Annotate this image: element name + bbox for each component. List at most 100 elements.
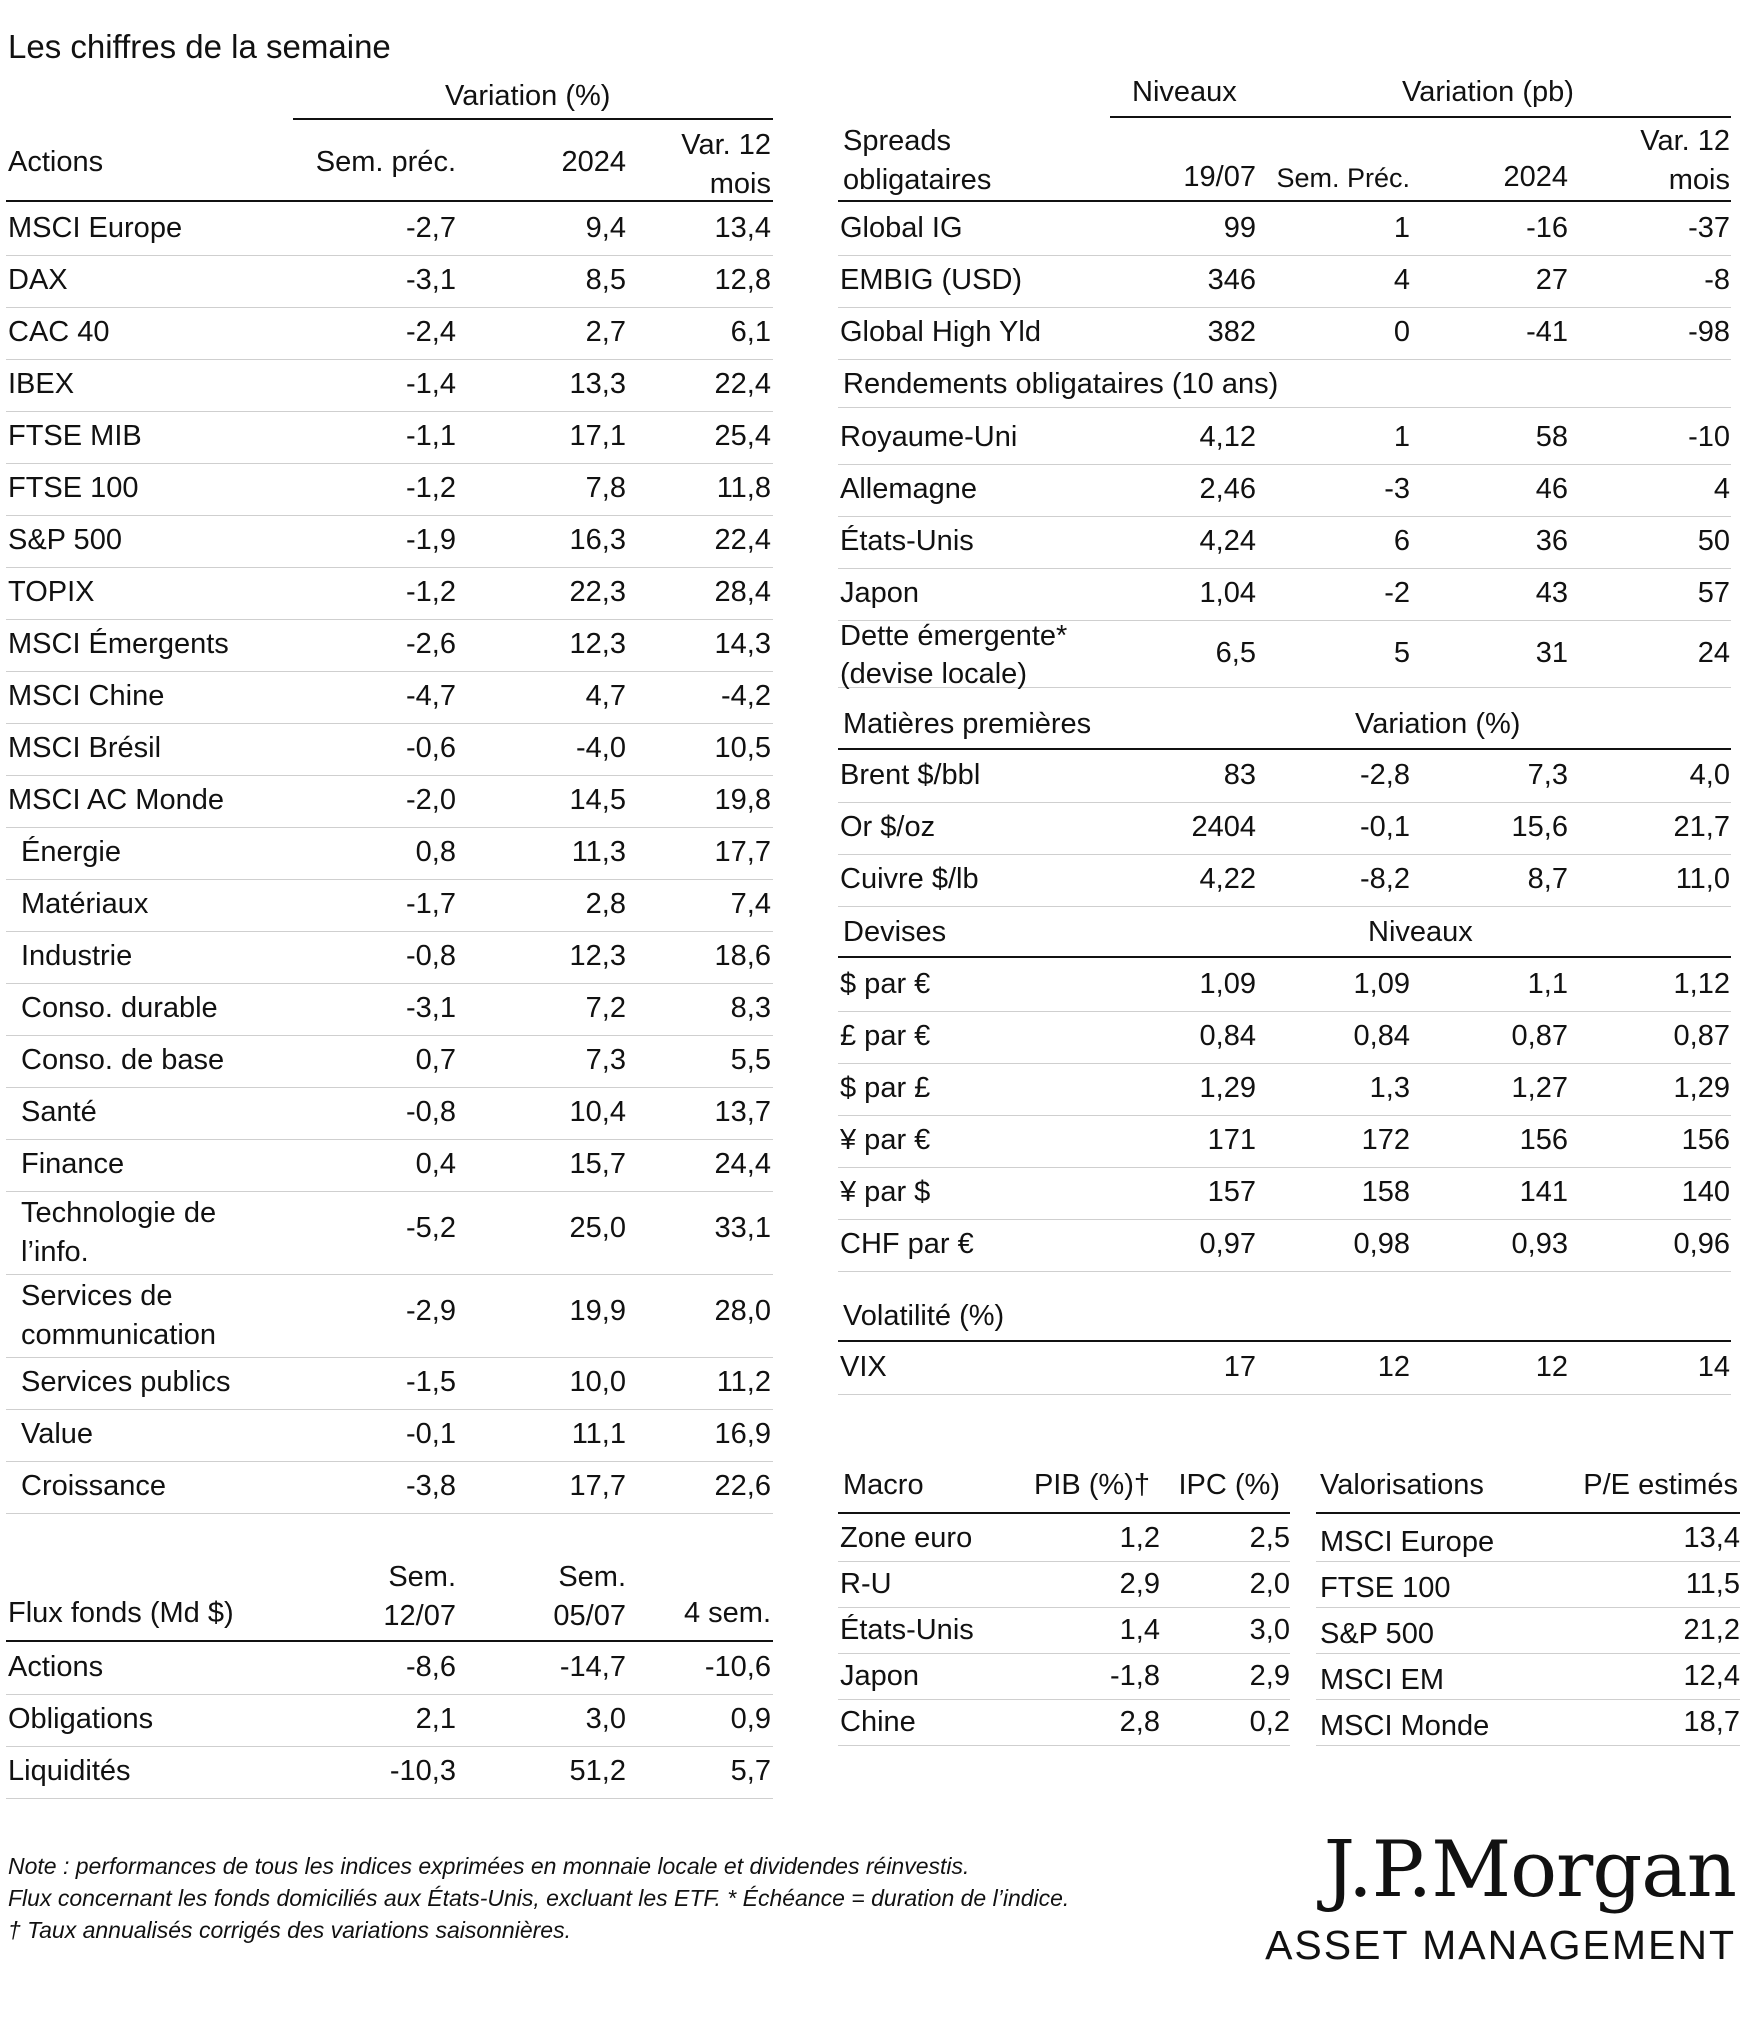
actions-row-label: Services publics: [21, 1366, 231, 1398]
macro-header-rule: [838, 1512, 1290, 1514]
actions-row-value: 25,4: [714, 420, 771, 452]
rendements-row-value: 1: [1393, 421, 1410, 453]
note-line-1: Note : performances de tous les indices …: [8, 1853, 970, 1879]
macro-row-ipc: 2,5: [1249, 1522, 1290, 1554]
actions-row-value: -4,7: [406, 680, 456, 712]
valo-row: MSCI Europe 13,4: [1316, 1516, 1740, 1562]
actions-row-value: 14,5: [569, 784, 626, 816]
devises-row: $ par € 1,09 1,09 1,1 1,12: [838, 960, 1731, 1012]
valo-row-value: 13,4: [1683, 1522, 1740, 1554]
actions-row: Technologie de l’info. -5,2 25,0 33,1: [6, 1192, 773, 1275]
actions-row-value: 0,7: [415, 1044, 456, 1076]
valo-row-value: 18,7: [1683, 1706, 1740, 1738]
devises-row-value: 141: [1519, 1176, 1568, 1208]
note-line-3: † Taux annualisés corrigés des variation…: [8, 1917, 571, 1943]
actions-row-value: -1,7: [406, 888, 456, 920]
spreads-header-2024: 2024: [1503, 161, 1568, 193]
actions-row-value: -3,1: [406, 992, 456, 1024]
actions-row-value: 22,3: [569, 576, 626, 608]
rendements-row-value: 1,04: [1199, 577, 1256, 609]
valo-row-label: MSCI Monde: [1320, 1710, 1490, 1742]
spreads-row-label: Global High Yld: [840, 316, 1041, 348]
flux-header-w2: Sem. 05/07: [553, 1561, 626, 1632]
valo-header-pe: P/E estimés: [1583, 1469, 1738, 1501]
spreads-row-value: 0: [1393, 316, 1410, 348]
macro-row-ipc: 2,9: [1249, 1660, 1290, 1692]
rendements-row: États-Unis 4,24 6 36 50: [838, 517, 1731, 569]
spreads-super-rule: [1110, 116, 1731, 118]
macro-row-pib: 2,8: [1119, 1706, 1160, 1738]
valo-row-label: FTSE 100: [1320, 1572, 1451, 1604]
actions-row-value: -3,8: [406, 1470, 456, 1502]
devises-row-value: 1,1: [1527, 968, 1568, 1000]
rendements-row-value: 4,24: [1199, 525, 1256, 557]
actions-row-value: 11,1: [571, 1418, 626, 1450]
spreads-header-date: 19/07: [1183, 161, 1256, 193]
matieres-row-value: 83: [1223, 759, 1256, 791]
valo-header-name: Valorisations: [1320, 1469, 1484, 1501]
actions-row-label: Industrie: [21, 940, 133, 972]
rendements-row-value: 58: [1535, 421, 1568, 453]
flux-row-value: 5,7: [730, 1755, 771, 1787]
devises-row: CHF par € 0,97 0,98 0,93 0,96: [838, 1220, 1731, 1272]
valo-row-label: S&P 500: [1320, 1618, 1434, 1650]
page-title: Les chiffres de la semaine: [8, 28, 391, 65]
flux-header-name: Flux fonds (Md $): [8, 1597, 234, 1629]
actions-row: MSCI Brésil -0,6 -4,0 10,5: [6, 724, 773, 776]
actions-row-label: Finance: [21, 1148, 125, 1180]
macro-row-label: États-Unis: [840, 1614, 974, 1646]
actions-row-label: MSCI Brésil: [8, 732, 162, 764]
valo-row-label: MSCI EM: [1320, 1664, 1445, 1696]
flux-row-value: -14,7: [559, 1651, 626, 1683]
actions-row-value: 15,7: [569, 1148, 626, 1180]
spreads-row-value: -16: [1526, 212, 1568, 244]
actions-row-value: 12,8: [714, 264, 771, 296]
rendements-row-value: 50: [1697, 525, 1730, 557]
actions-row-value: 25,0: [569, 1212, 626, 1244]
actions-row: Finance 0,4 15,7 24,4: [6, 1140, 773, 1192]
actions-row-value: 17,1: [569, 420, 626, 452]
actions-row-value: 33,1: [714, 1212, 771, 1244]
actions-row-label: DAX: [8, 264, 68, 296]
matieres-row-label: Brent $/bbl: [840, 759, 981, 791]
actions-row-value: 22,4: [714, 368, 771, 400]
actions-row-label: Technologie de l’info.: [21, 1197, 217, 1268]
actions-row-label: S&P 500: [8, 524, 122, 556]
matieres-row-value: 15,6: [1511, 811, 1568, 843]
flux-row-label: Actions: [8, 1651, 104, 1683]
actions-row-value: 8,5: [585, 264, 626, 296]
actions-row-value: 11,3: [571, 836, 626, 868]
matieres-row-label: Cuivre $/lb: [840, 863, 979, 895]
spreads-row-value: 382: [1207, 316, 1256, 348]
devises-row: $ par £ 1,29 1,3 1,27 1,29: [838, 1064, 1731, 1116]
valo-row: FTSE 100 11,5: [1316, 1562, 1740, 1608]
actions-row-value: -5,2: [406, 1212, 456, 1244]
volatilite-row-value: 12: [1377, 1351, 1410, 1383]
macro-row-label: R-U: [840, 1568, 892, 1600]
matieres-row-value: 21,7: [1673, 811, 1730, 843]
rendements-row-value: 4: [1713, 473, 1730, 505]
actions-row-value: 5,5: [730, 1044, 771, 1076]
spreads-super-variation: Variation (pb): [1402, 76, 1574, 108]
actions-row-value: -1,2: [406, 576, 456, 608]
actions-row-value: -1,2: [406, 472, 456, 504]
macro-row: Chine 2,8 0,2: [838, 1700, 1290, 1746]
actions-row-value: -2,4: [406, 316, 456, 348]
actions-row-value: 11,2: [716, 1366, 771, 1398]
spreads-row-label: EMBIG (USD): [840, 264, 1023, 296]
rendements-section-rule: [838, 407, 1731, 408]
actions-row-value: 6,1: [730, 316, 771, 348]
actions-row-value: 16,9: [714, 1418, 771, 1450]
matieres-row-value: 4,22: [1199, 863, 1256, 895]
rendements-row-value: -3: [1384, 473, 1410, 505]
actions-row: Conso. durable -3,1 7,2 8,3: [6, 984, 773, 1036]
actions-row-label: FTSE 100: [8, 472, 139, 504]
actions-row-value: 0,8: [415, 836, 456, 868]
devises-row-value: 172: [1361, 1124, 1410, 1156]
actions-row-value: 13,7: [714, 1096, 771, 1128]
actions-row: MSCI AC Monde -2,0 14,5 19,8: [6, 776, 773, 828]
actions-row-value: 28,4: [714, 576, 771, 608]
rendements-row-value: 43: [1535, 577, 1568, 609]
actions-row-label: MSCI Émergents: [8, 628, 229, 660]
devises-row-value: 171: [1207, 1124, 1256, 1156]
